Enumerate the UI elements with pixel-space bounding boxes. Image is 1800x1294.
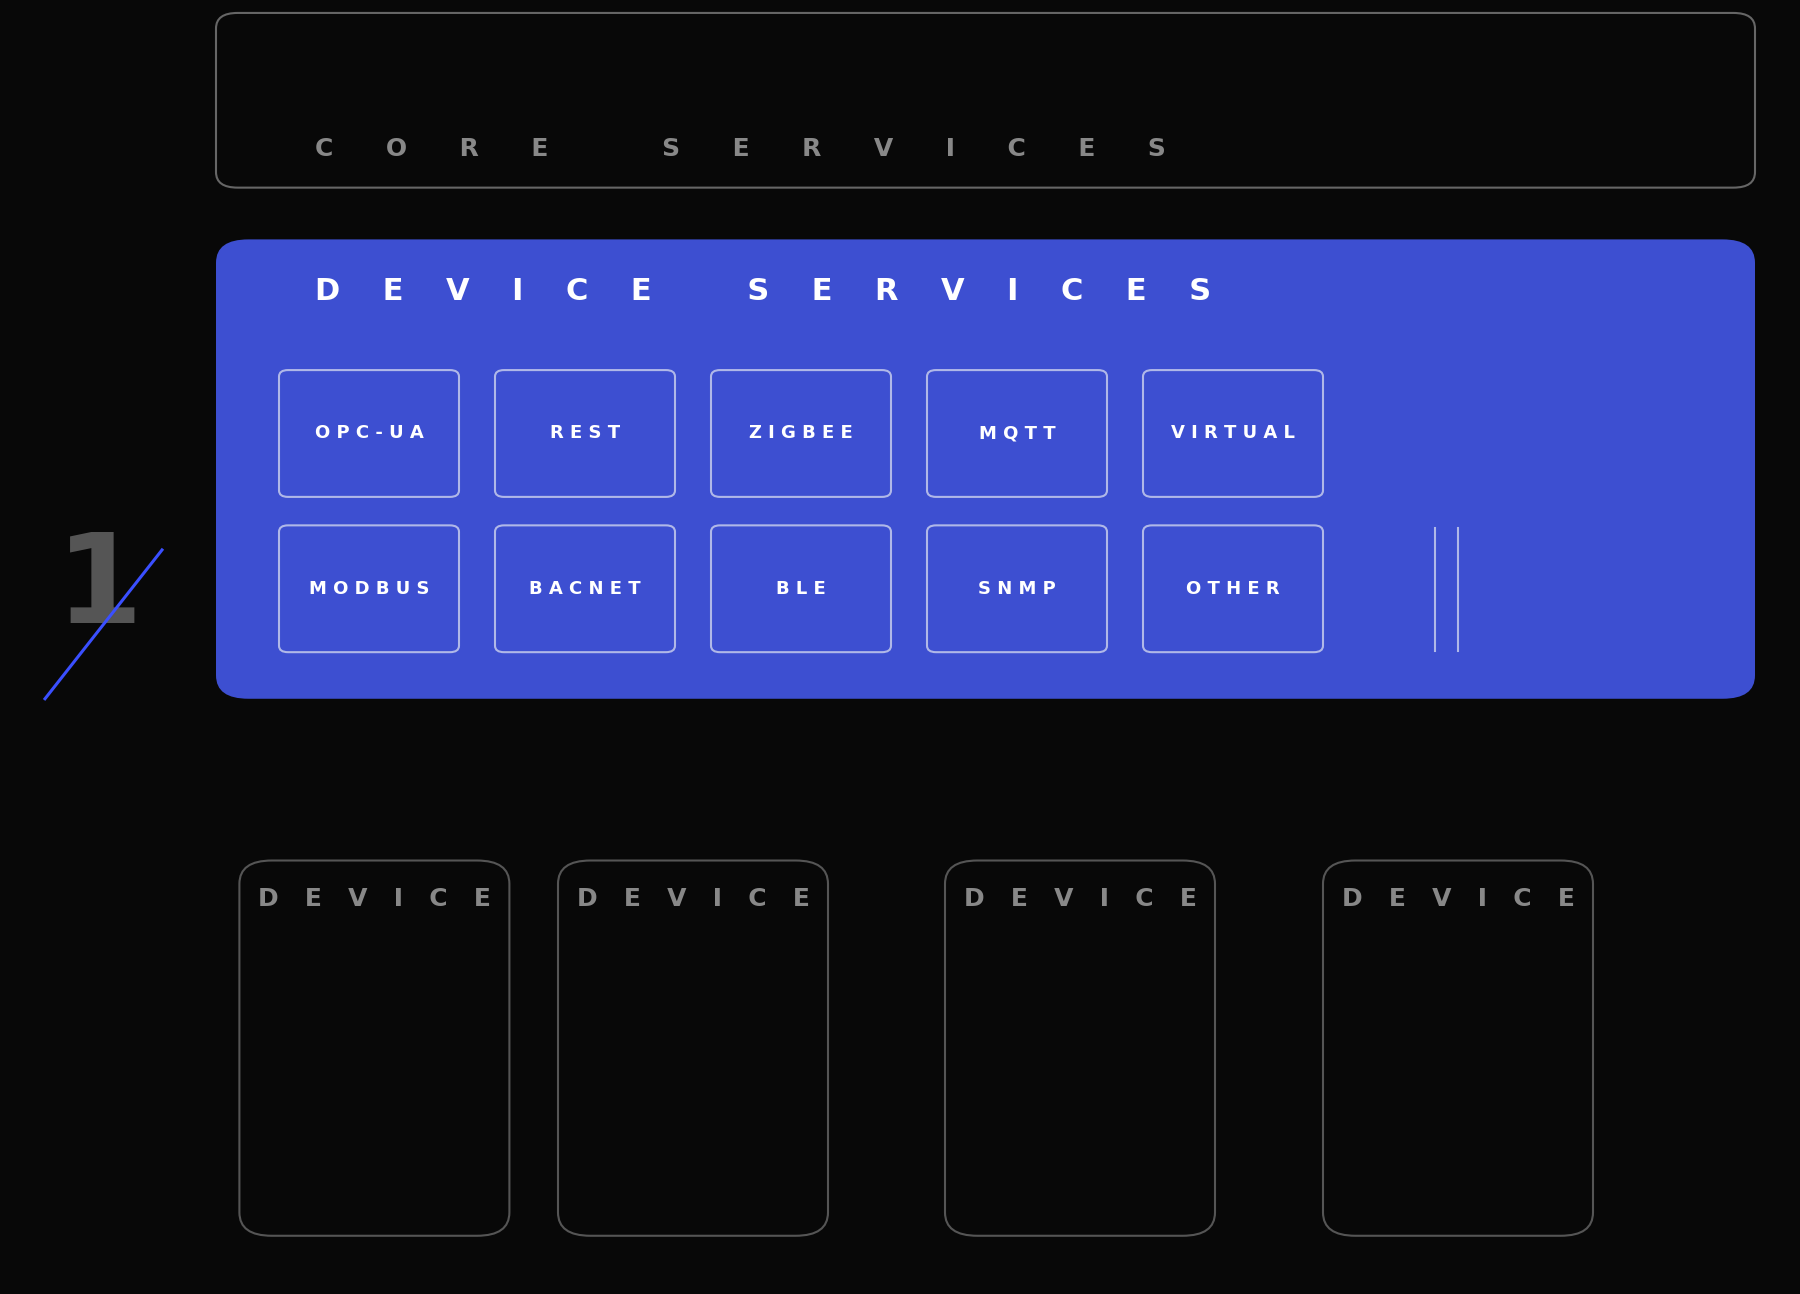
FancyBboxPatch shape [495, 525, 675, 652]
FancyBboxPatch shape [927, 370, 1107, 497]
FancyBboxPatch shape [239, 861, 509, 1236]
Text: Z I G B E E: Z I G B E E [749, 424, 853, 443]
FancyBboxPatch shape [711, 370, 891, 497]
Text: C      O      R      E             S      E      R      V      I      C      E  : C O R E S E R V I C E [315, 137, 1166, 160]
Text: 1: 1 [56, 528, 142, 650]
Text: D    E    V    I    C    E         S    E    R    V    I    C    E    S: D E V I C E S E R V I C E S [315, 277, 1211, 305]
FancyBboxPatch shape [495, 370, 675, 497]
FancyBboxPatch shape [1143, 525, 1323, 652]
Text: V I R T U A L: V I R T U A L [1172, 424, 1294, 443]
Text: O T H E R: O T H E R [1186, 580, 1280, 598]
FancyBboxPatch shape [1143, 370, 1323, 497]
FancyBboxPatch shape [711, 525, 891, 652]
Text: R E S T: R E S T [551, 424, 619, 443]
Text: D   E   V   I   C   E: D E V I C E [257, 888, 491, 911]
Text: M Q T T: M Q T T [979, 424, 1055, 443]
FancyBboxPatch shape [279, 370, 459, 497]
Text: S N M P: S N M P [977, 580, 1057, 598]
FancyBboxPatch shape [216, 239, 1755, 699]
FancyBboxPatch shape [558, 861, 828, 1236]
Text: D   E   V   I   C   E: D E V I C E [963, 888, 1197, 911]
FancyBboxPatch shape [927, 525, 1107, 652]
FancyBboxPatch shape [1323, 861, 1593, 1236]
Text: B A C N E T: B A C N E T [529, 580, 641, 598]
Text: D   E   V   I   C   E: D E V I C E [1341, 888, 1575, 911]
Text: M O D B U S: M O D B U S [310, 580, 428, 598]
Text: D   E   V   I   C   E: D E V I C E [576, 888, 810, 911]
FancyBboxPatch shape [945, 861, 1215, 1236]
Text: O P C - U A: O P C - U A [315, 424, 423, 443]
Text: B L E: B L E [776, 580, 826, 598]
FancyBboxPatch shape [279, 525, 459, 652]
